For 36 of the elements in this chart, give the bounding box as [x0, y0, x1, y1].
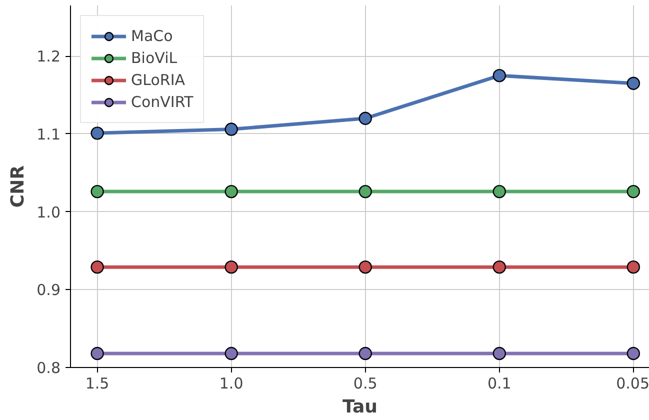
- x-tick-label: 1.5: [85, 374, 110, 392]
- point: [492, 68, 506, 82]
- y-tick-label: 1.1: [36, 125, 61, 144]
- point: [90, 346, 104, 360]
- point: [90, 184, 104, 198]
- point: [224, 184, 238, 198]
- point: [492, 184, 506, 198]
- x-tick-label: 0.05: [616, 374, 649, 392]
- legend-label: GLoRIA: [131, 71, 186, 89]
- point: [626, 76, 640, 90]
- x-tick-label: 1.0: [219, 374, 244, 392]
- y-axis-title: CNR: [8, 165, 29, 208]
- x-axis-title: Tau: [342, 396, 378, 418]
- point: [224, 260, 238, 274]
- y-tick-label: 0.9: [36, 281, 61, 300]
- legend-label: MaCo: [131, 27, 173, 45]
- point: [492, 260, 506, 274]
- y-tick-label: 1.0: [36, 203, 61, 222]
- point: [90, 126, 104, 140]
- point: [626, 346, 640, 360]
- point: [492, 346, 506, 360]
- legend-label: BioViL: [131, 49, 178, 67]
- y-tick-label: 1.2: [36, 48, 61, 66]
- y-tick-label: 0.8: [36, 359, 61, 377]
- point: [626, 184, 640, 198]
- point: [358, 112, 372, 125]
- legend-label: ConVIRT: [131, 93, 194, 111]
- point: [224, 122, 238, 136]
- x-tick-label: 0.5: [353, 374, 378, 392]
- point: [358, 184, 372, 198]
- point: [358, 346, 372, 360]
- x-tick-label: 0.1: [487, 374, 512, 392]
- point: [626, 260, 640, 274]
- point: [224, 346, 238, 360]
- point: [358, 260, 372, 274]
- point: [90, 260, 104, 274]
